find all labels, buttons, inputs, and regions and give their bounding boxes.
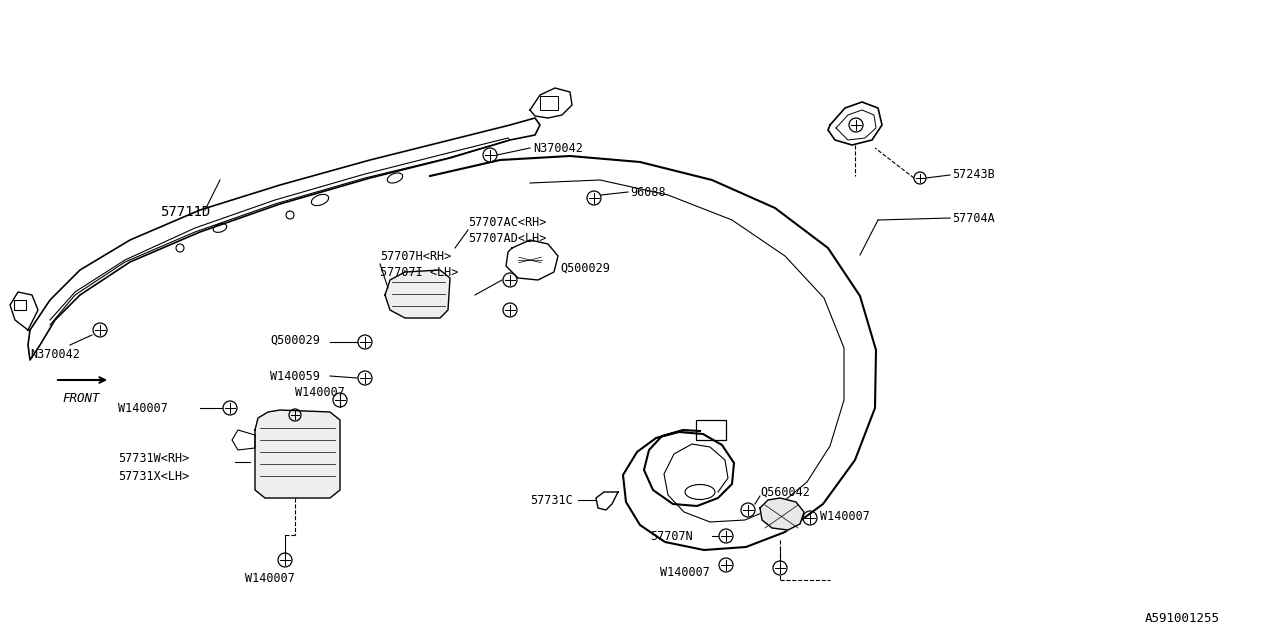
Text: W140007: W140007 [660, 566, 710, 579]
Text: W140007: W140007 [820, 509, 870, 522]
Text: N370042: N370042 [29, 349, 79, 362]
Text: 57707N: 57707N [650, 529, 692, 543]
Polygon shape [760, 498, 804, 530]
Text: 57731W<RH>: 57731W<RH> [118, 451, 189, 465]
Text: W140007: W140007 [294, 385, 344, 399]
Polygon shape [232, 430, 255, 450]
Text: 57707I <LH>: 57707I <LH> [380, 266, 458, 278]
Text: Q500029: Q500029 [561, 262, 609, 275]
Polygon shape [385, 270, 451, 318]
Text: Q560042: Q560042 [760, 486, 810, 499]
Text: 57711D: 57711D [160, 205, 210, 219]
Text: Q500029: Q500029 [270, 333, 320, 346]
Polygon shape [10, 292, 38, 330]
Polygon shape [506, 240, 558, 280]
Polygon shape [530, 88, 572, 118]
Text: 57704A: 57704A [952, 211, 995, 225]
Polygon shape [28, 118, 540, 360]
Text: W140059: W140059 [270, 369, 320, 383]
Text: W140007: W140007 [244, 572, 294, 584]
Text: 57243B: 57243B [952, 168, 995, 182]
Text: 57731C: 57731C [530, 493, 572, 506]
Polygon shape [255, 410, 340, 498]
Text: 57707AC<RH>: 57707AC<RH> [468, 216, 547, 228]
Text: 57707AD<LH>: 57707AD<LH> [468, 232, 547, 244]
Text: W140007: W140007 [118, 401, 168, 415]
Text: 57707H<RH>: 57707H<RH> [380, 250, 452, 262]
Polygon shape [828, 102, 882, 145]
Text: 57731X<LH>: 57731X<LH> [118, 470, 189, 483]
Polygon shape [596, 492, 618, 510]
Text: N370042: N370042 [532, 141, 582, 154]
Text: A591001255: A591001255 [1146, 612, 1220, 625]
Text: 96088: 96088 [630, 186, 666, 198]
Text: FRONT: FRONT [61, 392, 100, 404]
